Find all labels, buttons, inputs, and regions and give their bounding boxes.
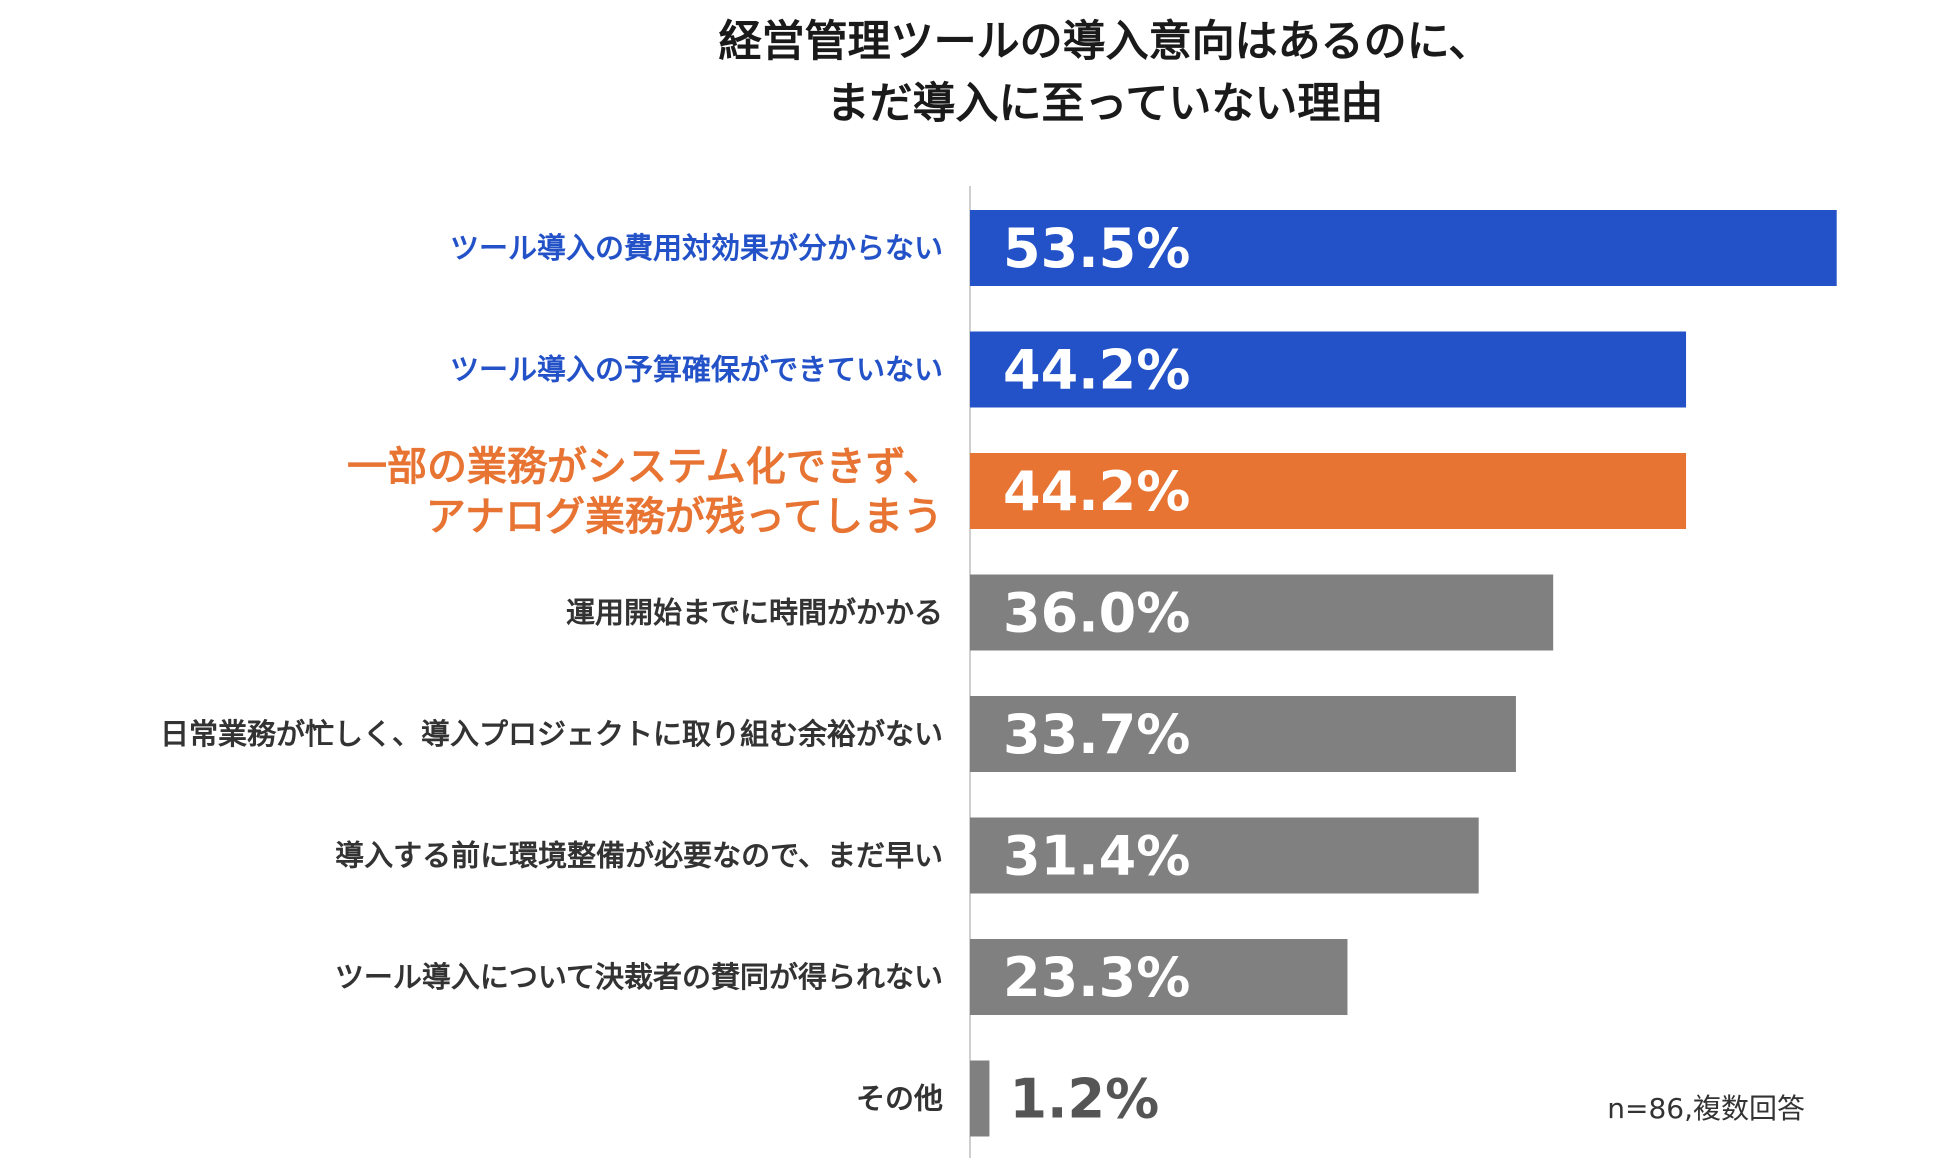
bar-8 (970, 1060, 990, 1137)
category-label-3-line-1: 一部の業務がシステム化できず、 (347, 444, 943, 490)
value-label-3: 44.2% (1003, 460, 1190, 523)
value-label-6: 31.4% (1003, 825, 1190, 888)
chart-title-line-2: まだ導入に至っていない理由 (827, 79, 1384, 129)
category-label-1: ツール導入の費用対効果が分からない (450, 231, 943, 265)
value-label-4: 36.0% (1003, 582, 1190, 645)
category-label-4: 運用開始までに時間がかかる (566, 596, 943, 630)
value-label-5: 33.7% (1003, 703, 1190, 766)
category-label-6: 導入する前に環境整備が必要なので、まだ早い (335, 839, 943, 873)
bar-4 (970, 574, 1554, 651)
bar-7 (970, 939, 1348, 1015)
bar-2 (970, 331, 1687, 408)
category-label-5: 日常業務が忙しく、導入プロジェクトに取り組む余裕がない (160, 717, 943, 751)
bars-group: ツール導入の費用対効果が分からない 53.5% ツール導入の予算確保ができていない 4… (160, 210, 1837, 1137)
bar-6 (970, 817, 1479, 894)
category-label-7: ツール導入について決裁者の賛同が得られない (335, 960, 943, 994)
value-label-7: 23.3% (1003, 946, 1190, 1009)
bar-1 (970, 210, 1837, 286)
category-label-2: ツール導入の予算確保ができていない (450, 353, 943, 387)
category-label-8: その他 (856, 1082, 943, 1116)
bar-5 (970, 696, 1516, 772)
value-label-2: 44.2% (1003, 339, 1190, 402)
sample-note: n=86,複数回答 (1607, 1092, 1805, 1125)
bar-3 (970, 453, 1687, 529)
chart-title-line-1: 経営管理ツールの導入意向はあるのに、 (719, 17, 1492, 67)
value-label-8: 1.2% (1009, 1068, 1159, 1131)
value-label-1: 53.5% (1003, 217, 1190, 280)
category-label-3-line-2: アナログ業務が残ってしまう (426, 494, 943, 540)
